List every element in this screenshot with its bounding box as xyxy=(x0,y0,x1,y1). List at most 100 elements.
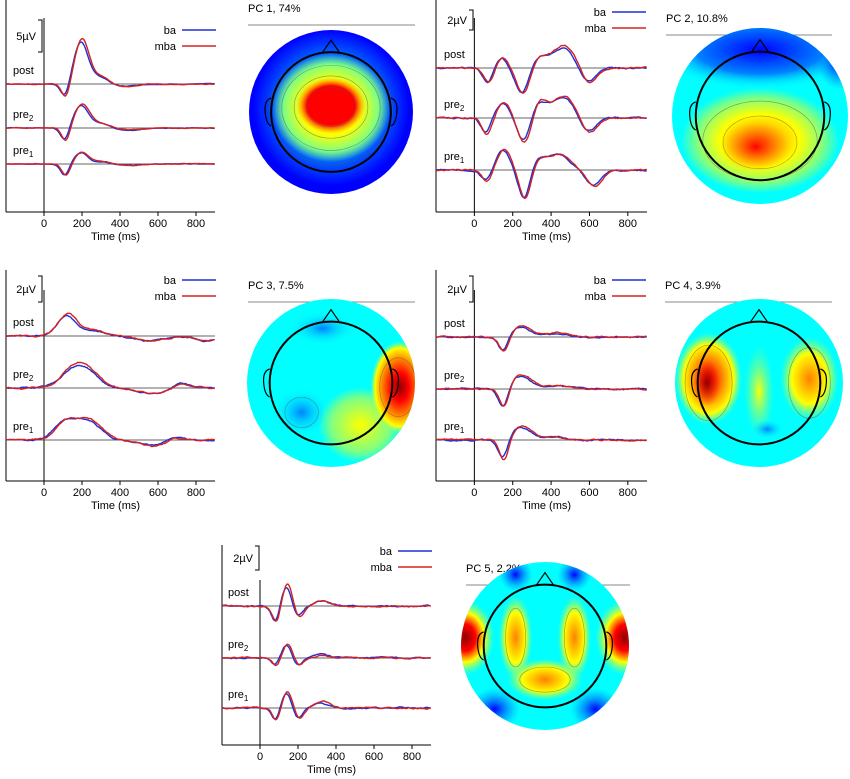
condition-label-pre2: pre2 xyxy=(444,99,465,113)
topomap-panel-pc1: PC 1, 74% xyxy=(248,3,415,194)
condition-label-pre1: pre1 xyxy=(13,421,34,435)
erp-panel-pc2: 0 200 400 600 800 Time (ms) 2µV ba mba post pre2 pr… xyxy=(435,0,647,243)
right-ear-outline xyxy=(823,101,831,131)
field-blob xyxy=(693,359,721,407)
trace-post-mba xyxy=(5,37,215,97)
trace-pre2-mba xyxy=(6,103,215,142)
legend-label-mba: mba xyxy=(585,23,607,35)
x-axis-label: Time (ms) xyxy=(307,764,356,776)
left-ear-outline xyxy=(262,368,270,398)
topomap-panel-pc2: PC 2, 10.8% xyxy=(666,13,848,204)
field-blob xyxy=(289,311,357,346)
x-axis-label: Time (ms) xyxy=(91,231,140,243)
field-blob xyxy=(507,658,583,701)
topomap-panel-pc3: PC 3, 7.5% xyxy=(247,280,415,467)
left-ear-outline xyxy=(690,368,698,398)
field-blob xyxy=(570,688,621,730)
nose-outline xyxy=(750,38,770,54)
x-tick-label: 200 xyxy=(504,487,522,499)
legend-label-mba: mba xyxy=(585,291,607,303)
x-tick-label: 600 xyxy=(149,487,167,499)
contour-line xyxy=(519,666,571,693)
condition-label-pre2: pre2 xyxy=(228,639,249,653)
trace-post-ba xyxy=(435,326,647,351)
trace-pre2-ba xyxy=(221,644,431,666)
nose-outline xyxy=(321,39,341,54)
topomap-title: PC 2, 10.8% xyxy=(666,13,728,25)
trace-pre1-ba xyxy=(435,426,647,458)
left-ear-outline xyxy=(476,631,484,661)
right-ear-outline xyxy=(392,368,400,398)
erp-panel-pc3: 0 200 400 600 800 Time (ms) 2µV ba mba post pre2 pr… xyxy=(5,270,216,512)
topomap-field xyxy=(672,28,848,204)
legend-label-ba: ba xyxy=(380,546,393,558)
x-tick-label: 400 xyxy=(327,751,345,763)
topomap-panel-pc5: PC 5, 2.2% xyxy=(461,562,630,730)
trace-pre2-mba xyxy=(435,95,647,143)
legend-label-ba: ba xyxy=(594,7,607,19)
condition-label-pre1: pre1 xyxy=(13,145,34,159)
condition-label-pre2: pre2 xyxy=(13,109,34,123)
condition-label-pre1: pre1 xyxy=(228,689,249,703)
x-axis-label: Time (ms) xyxy=(522,500,571,512)
x-tick-label: 600 xyxy=(580,487,598,499)
head-outline xyxy=(268,320,394,446)
legend-label-ba: ba xyxy=(594,275,607,287)
x-tick-label: 400 xyxy=(111,218,129,230)
erp-panel-pc1: 0 200 400 600 800 Time (ms) 5µV ba mba post pre2 pr… xyxy=(5,0,216,243)
field-blob xyxy=(557,595,592,680)
contour-line xyxy=(722,115,798,170)
trace-post-mba xyxy=(435,44,647,94)
x-tick-label: 400 xyxy=(111,487,129,499)
field-blob xyxy=(720,122,791,172)
field-blob xyxy=(743,345,775,438)
right-ear-outline xyxy=(606,631,614,661)
x-tick-label: 800 xyxy=(187,218,205,230)
scale-bar xyxy=(255,545,260,571)
condition-label-post: post xyxy=(228,587,249,599)
x-tick-label: 200 xyxy=(73,218,91,230)
contour-line xyxy=(684,344,733,422)
head-outline xyxy=(270,51,392,173)
nose-outline xyxy=(535,571,555,587)
legend-label-mba: mba xyxy=(155,41,177,53)
x-tick-label: 800 xyxy=(619,487,637,499)
condition-label-post: post xyxy=(444,49,465,61)
contour-line xyxy=(379,357,415,417)
x-tick-label: 800 xyxy=(403,751,421,763)
topomap-field xyxy=(461,562,629,730)
scale-label: 2µV xyxy=(447,15,467,27)
topomap-title: PC 3, 7.5% xyxy=(248,280,304,292)
trace-pre1-mba xyxy=(221,691,431,721)
left-ear-outline xyxy=(689,101,697,131)
x-tick-label: 200 xyxy=(289,751,307,763)
trace-pre2-mba xyxy=(5,361,215,395)
x-tick-label: 600 xyxy=(580,218,598,230)
topomap-field xyxy=(249,30,413,194)
trace-pre2-mba xyxy=(221,643,431,667)
condition-label-pre2: pre2 xyxy=(13,369,34,383)
topomap-title: PC 1, 74% xyxy=(248,3,301,15)
trace-post-mba xyxy=(5,312,215,343)
condition-label-post: post xyxy=(13,317,34,329)
x-tick-label: 0 xyxy=(257,751,263,763)
x-tick-label: 600 xyxy=(149,218,167,230)
x-tick-label: 0 xyxy=(41,487,47,499)
x-axis-label: Time (ms) xyxy=(522,231,571,243)
trace-pre1-ba xyxy=(6,417,215,446)
trace-post-ba xyxy=(221,586,431,622)
condition-label-post: post xyxy=(13,65,34,77)
contour-line xyxy=(564,607,585,668)
topomap-panel-pc4: PC 4, 3.9% xyxy=(665,280,843,467)
x-tick-label: 800 xyxy=(619,218,637,230)
trace-post-ba xyxy=(5,314,215,343)
trace-pre2-ba xyxy=(435,375,647,407)
trace-pre2-ba xyxy=(6,104,215,140)
trace-post-mba xyxy=(435,325,647,352)
field-blob xyxy=(498,595,533,680)
trace-pre1-mba xyxy=(6,416,215,448)
x-tick-label: 200 xyxy=(73,487,91,499)
trace-post-ba xyxy=(435,47,647,94)
trace-post-mba xyxy=(221,583,431,622)
